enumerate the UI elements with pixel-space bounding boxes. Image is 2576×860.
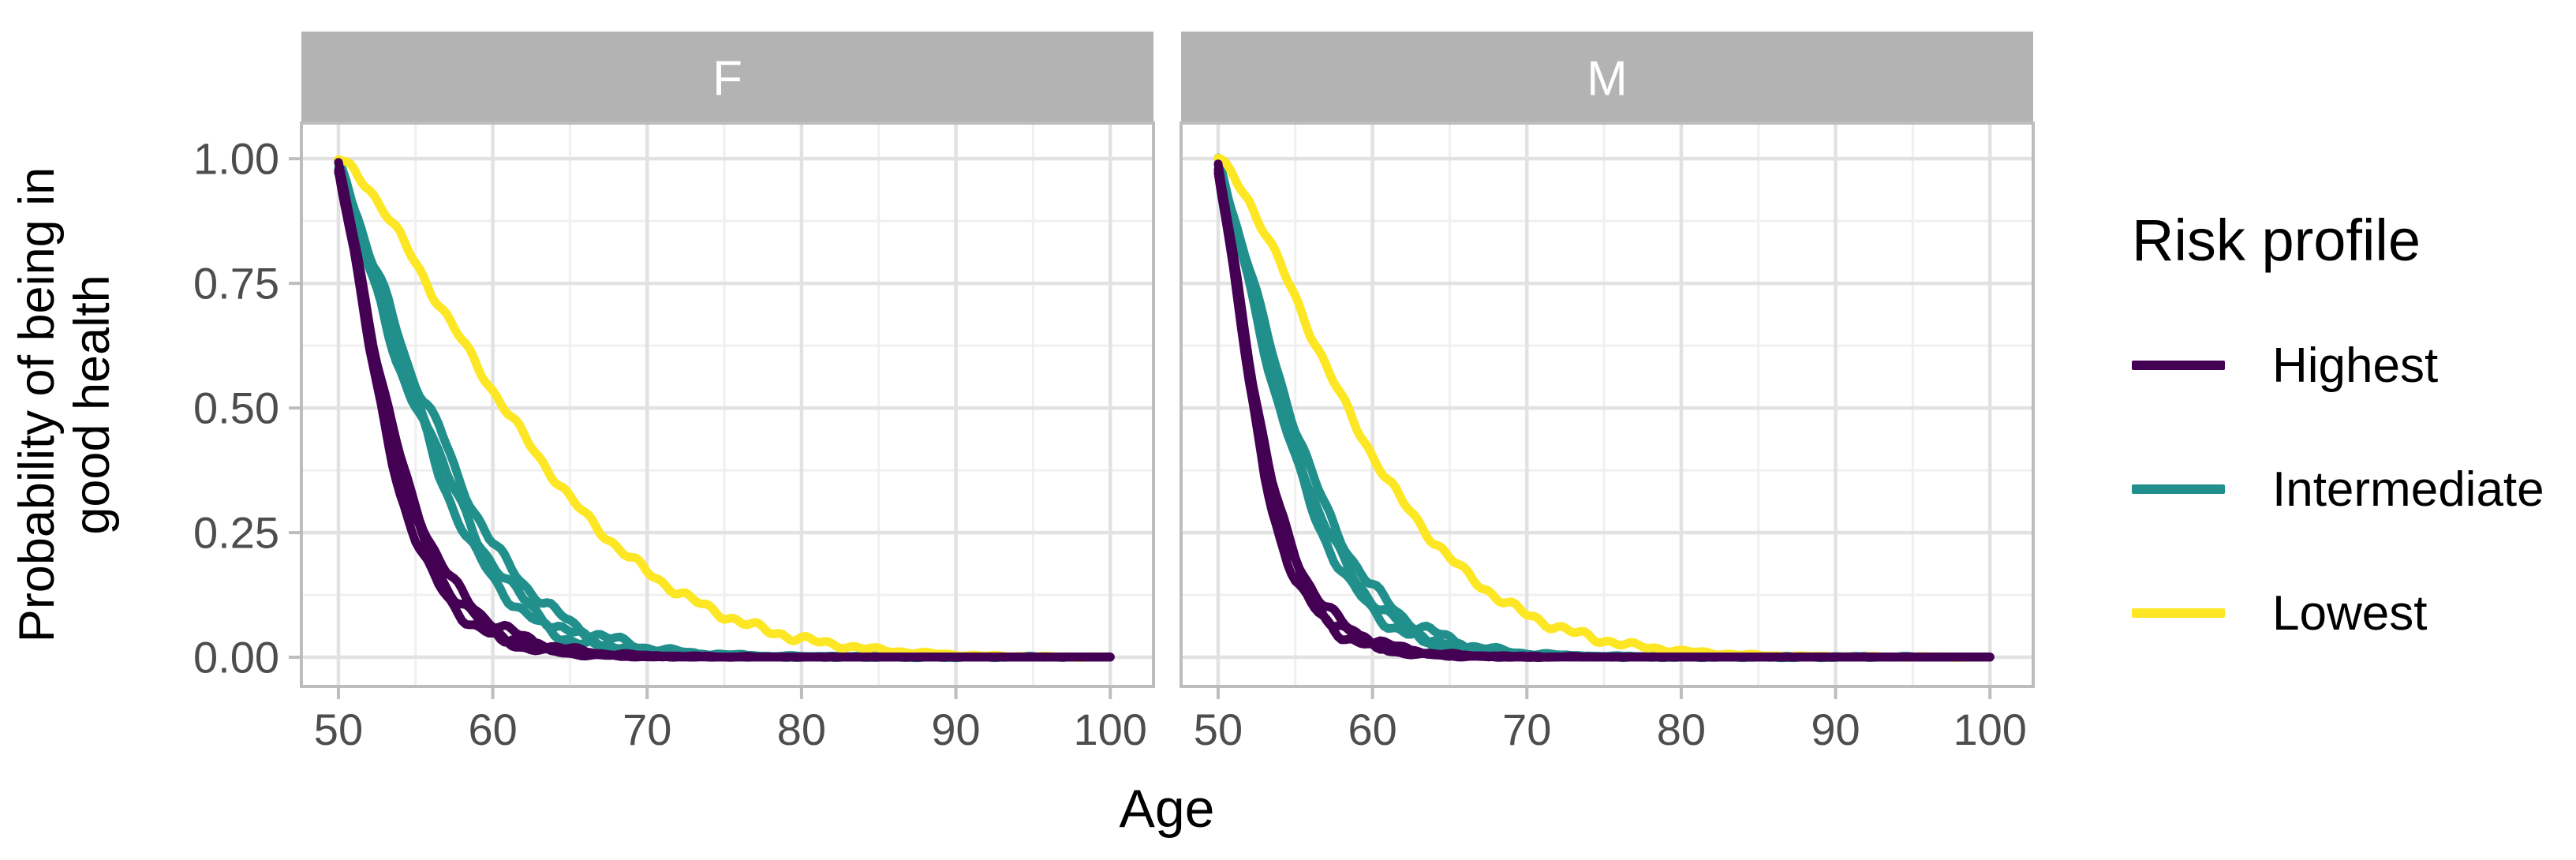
- y-axis-title-line1: Probability of being in: [9, 167, 65, 642]
- legend-label-lowest: Lowest: [2272, 585, 2428, 641]
- legend-item-lowest: Lowest: [2132, 585, 2428, 641]
- x-tick-label: 50: [314, 705, 363, 754]
- y-tick-label: 0.75: [193, 259, 279, 308]
- y-tick-label: 0.50: [193, 383, 279, 433]
- x-tick-label: 80: [777, 705, 826, 754]
- x-tick-label: 80: [1657, 705, 1706, 754]
- panel-background: [1181, 123, 2033, 686]
- legend-label-highest: Highest: [2272, 338, 2439, 393]
- x-tick-label: 100: [1073, 705, 1146, 754]
- facet-strip: [301, 32, 1153, 123]
- curve-highest: [1213, 159, 1995, 662]
- legend-swatch-intermediate: [2132, 484, 2225, 494]
- x-tick-label: 60: [1348, 705, 1396, 754]
- x-tick-label: 70: [623, 705, 671, 754]
- facet-strip-label: M: [1587, 52, 1628, 107]
- x-tick-label: 70: [1502, 705, 1551, 754]
- y-tick-label: 0.00: [193, 633, 279, 682]
- panel-border: [300, 122, 1155, 688]
- x-axis-title: Age: [1120, 779, 1215, 839]
- y-axis-title-line2: good health: [65, 275, 120, 534]
- curve-highest: [334, 158, 1115, 662]
- legend-item-intermediate: Intermediate: [2132, 462, 2544, 517]
- legend-label-intermediate: Intermediate: [2272, 462, 2544, 517]
- facet-strip: [1181, 32, 2033, 123]
- facet-strip-label: F: [712, 52, 742, 107]
- x-tick-label: 60: [468, 705, 517, 754]
- legend-item-highest: Highest: [2132, 338, 2439, 393]
- panel-border: [1180, 122, 2035, 688]
- x-tick-label: 90: [1811, 705, 1860, 754]
- legend-swatch-highest: [2132, 361, 2225, 370]
- x-tick-label: 50: [1194, 705, 1243, 754]
- legend-swatch-lowest: [2132, 608, 2225, 618]
- x-tick-label: 90: [931, 705, 980, 754]
- legend-title: Risk profile: [2132, 208, 2421, 273]
- y-tick-label: 0.25: [193, 508, 279, 558]
- y-tick-label: 1.00: [193, 134, 279, 184]
- curves-group: [334, 155, 1115, 663]
- curves-group: [1213, 153, 1995, 663]
- x-tick-label: 100: [1953, 705, 2026, 754]
- legend: Risk profile Highest Intermediate Lowest: [2132, 0, 2574, 856]
